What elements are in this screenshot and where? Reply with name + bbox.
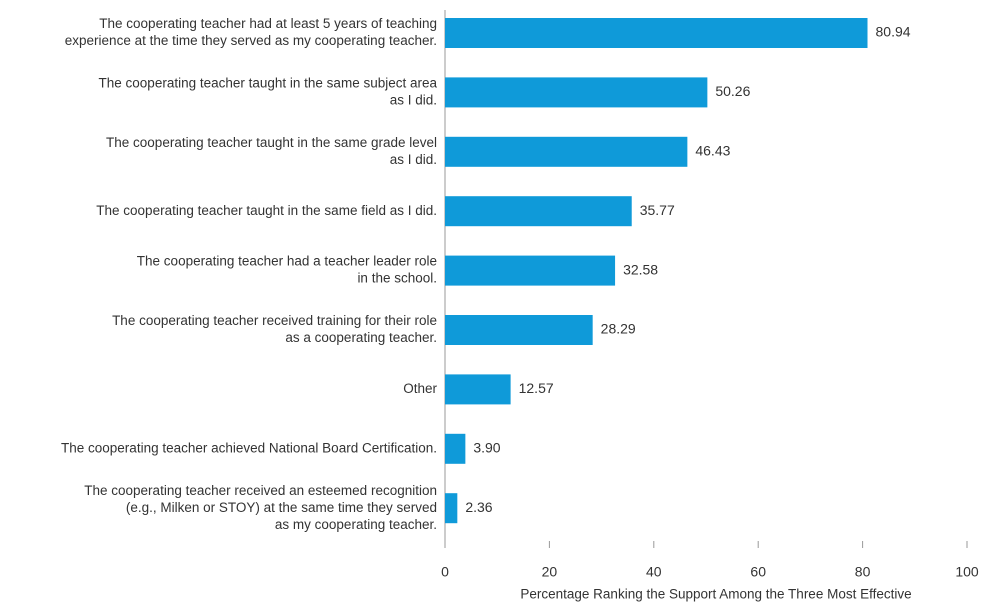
bar xyxy=(445,18,868,48)
value-label: 3.90 xyxy=(473,440,500,456)
bar xyxy=(445,315,593,345)
value-label: 32.58 xyxy=(623,261,658,277)
y-tick-label: The cooperating teacher received an este… xyxy=(84,483,437,498)
bar xyxy=(445,374,511,405)
x-tick-label: 60 xyxy=(750,564,766,580)
x-tick-label: 20 xyxy=(542,564,558,580)
x-axis-label: Percentage Ranking the Support Among the… xyxy=(520,587,911,602)
y-tick-label: The cooperating teacher taught in the sa… xyxy=(96,203,437,218)
y-tick-label: as I did. xyxy=(390,152,437,167)
y-tick-label: The cooperating teacher received trainin… xyxy=(112,313,437,328)
bar xyxy=(445,433,466,464)
y-tick-label: The cooperating teacher taught in the sa… xyxy=(106,135,437,150)
x-tick-label: 0 xyxy=(441,564,449,580)
y-tick-label: The cooperating teacher taught in the sa… xyxy=(99,75,438,90)
y-tick-label: Other xyxy=(403,381,437,396)
x-tick-label: 100 xyxy=(955,564,979,580)
y-tick-label: (e.g., Milken or STOY) at the same time … xyxy=(126,500,437,515)
value-label: 28.29 xyxy=(601,321,636,337)
bar xyxy=(445,196,632,227)
value-label: 80.94 xyxy=(876,24,911,40)
y-tick-label: The cooperating teacher achieved Nationa… xyxy=(61,440,437,455)
x-tick-label: 80 xyxy=(855,564,871,580)
bar xyxy=(445,493,458,524)
y-tick-label: as my cooperating teacher. xyxy=(275,517,437,532)
y-tick-label: experience at the time they served as my… xyxy=(65,33,437,48)
y-tick-label: The cooperating teacher had at least 5 y… xyxy=(99,16,437,31)
bar xyxy=(445,136,688,167)
value-label: 12.57 xyxy=(519,380,554,396)
x-tick-label: 40 xyxy=(646,564,662,580)
y-tick-label: as I did. xyxy=(390,92,437,107)
y-tick-label: The cooperating teacher had a teacher le… xyxy=(137,254,437,269)
value-label: 35.77 xyxy=(640,202,675,218)
value-label: 46.43 xyxy=(695,143,730,159)
y-tick-label: in the school. xyxy=(357,271,437,286)
bar xyxy=(445,255,616,286)
y-tick-label: as a cooperating teacher. xyxy=(285,330,437,345)
value-label: 50.26 xyxy=(715,83,750,99)
bar xyxy=(445,77,708,108)
value-label: 2.36 xyxy=(465,499,492,515)
